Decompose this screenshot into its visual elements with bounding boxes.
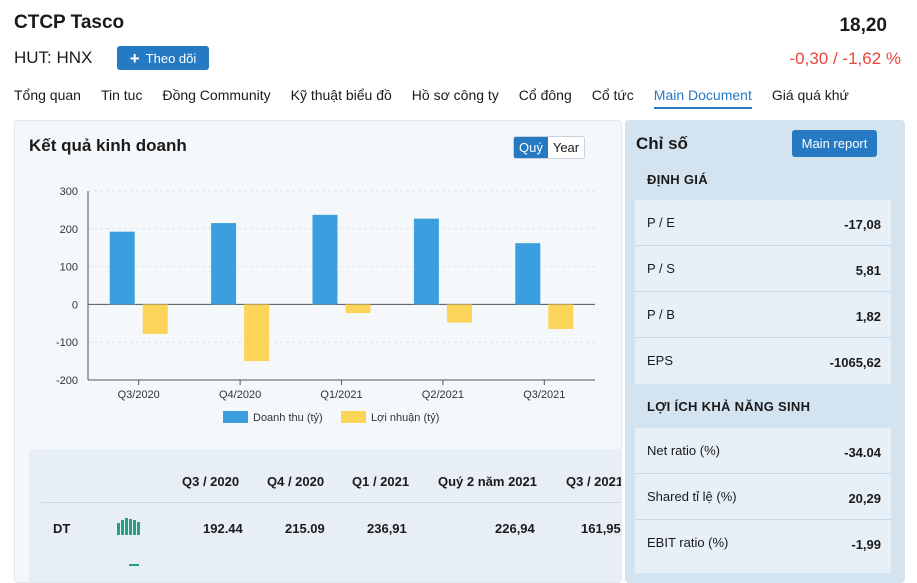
tab-dividends[interactable]: Cổ tức <box>591 87 634 103</box>
ticker-symbol: HUT: HNX <box>14 48 93 67</box>
follow-button-label: Theo dõi <box>145 50 197 66</box>
x-tick-label: Q2/2021 <box>422 389 464 401</box>
metric-label: Net ratio (%) <box>647 443 720 458</box>
metric-label: P / E <box>647 215 675 230</box>
tab-overview[interactable]: Tổng quan <box>14 87 81 103</box>
tab-price-history[interactable]: Giá quá khứ <box>771 87 849 103</box>
table-cell: 215.09 <box>285 521 325 536</box>
tab-technical-chart[interactable]: Kỹ thuật biểu đồ <box>290 87 392 103</box>
y-tick-label: -100 <box>56 337 78 349</box>
tab-main-document[interactable]: Main Document <box>653 87 752 109</box>
business-results-panel: Kết quả kinh doanh Quý Year 300 200 100 0 -1… <box>14 120 622 583</box>
revenue-bar <box>515 243 541 305</box>
plus-icon: + <box>129 48 140 68</box>
metric-label: EBIT ratio (%) <box>647 535 729 550</box>
x-tick-label: Q1/2021 <box>320 389 362 401</box>
metric-label: P / B <box>647 307 675 322</box>
table-cell: 192.44 <box>203 521 243 536</box>
toggle-quarter[interactable]: Quý <box>514 137 548 158</box>
x-tick-label: Q3/2021 <box>523 389 565 401</box>
metric-value: -34.04 <box>844 445 881 460</box>
metric-value: 20,29 <box>848 491 881 506</box>
legend-label: Doanh thu (tỷ) <box>253 412 323 424</box>
legend-swatch-revenue <box>223 411 248 423</box>
row-label: DT <box>53 521 71 536</box>
follow-button[interactable]: + Theo dõi <box>117 46 209 70</box>
profit-bar <box>142 304 168 334</box>
table-cell: 236,91 <box>367 521 407 536</box>
revenue-bar <box>413 218 439 305</box>
table-header: Q3 / 2020 <box>182 474 240 489</box>
metric-label: P / S <box>647 261 675 276</box>
metric-row: EBIT ratio (%) -1,99 <box>635 520 891 566</box>
company-name: CTCP Tasco <box>14 12 125 33</box>
metric-row: EPS -1065,62 <box>635 338 891 384</box>
profitability-heading: LỢI ÍCH KHẢ NĂNG SINH <box>647 399 811 414</box>
metric-row: P / B 1,82 <box>635 292 891 338</box>
metric-row: Shared tỉ lệ (%) 20,29 <box>635 474 891 520</box>
table-header: Q4 / 2020 <box>267 474 325 489</box>
metric-value: 5,81 <box>855 263 881 278</box>
table-header: Quý 2 năm 2021 <box>438 474 537 489</box>
table-divider <box>41 502 621 503</box>
x-tick-label: Q3/2020 <box>118 389 160 401</box>
tab-company-profile[interactable]: Hồ sơ công ty <box>411 87 499 103</box>
metric-value: -1,99 <box>851 537 881 552</box>
metric-value: 1,82 <box>855 309 881 324</box>
profit-bar <box>548 304 574 329</box>
table-header: Q3 / 2021 <box>566 474 622 489</box>
metric-label: EPS <box>647 353 674 368</box>
stock-price: 18,20 <box>839 15 887 36</box>
metric-value: -1065,62 <box>829 355 881 370</box>
table-cell: 226,94 <box>495 521 535 536</box>
tab-shareholders[interactable]: Cổ đông <box>518 87 572 103</box>
tab-community[interactable]: Đồng Community <box>162 87 271 103</box>
nav-tabs: Tổng quan Tin tuc Đồng Community Kỹ thuậ… <box>14 87 869 109</box>
profitability-box <box>635 428 891 573</box>
revenue-bar <box>312 214 338 305</box>
x-tick-label: Q4/2020 <box>219 389 261 401</box>
sparkline-icon <box>129 564 139 566</box>
price-change: -0,30 / -1,62 % <box>789 49 901 68</box>
table-cell: 161,95 <box>581 521 621 536</box>
metric-value: -17,08 <box>844 217 881 232</box>
y-tick-label: 200 <box>60 224 78 236</box>
profit-bar <box>345 304 371 314</box>
panel-title: Kết quả kinh doanh <box>29 136 187 155</box>
valuation-heading: ĐỊNH GIÁ <box>647 172 708 187</box>
revenue-bar <box>109 231 135 305</box>
legend-label: Lợi nhuận (tỷ) <box>371 412 439 424</box>
profit-bar <box>446 304 472 323</box>
y-tick-label: -200 <box>56 375 78 387</box>
y-tick-label: 300 <box>60 186 78 198</box>
indicators-title: Chỉ số <box>636 134 688 153</box>
metric-row: P / S 5,81 <box>635 246 891 292</box>
y-tick-label: 0 <box>72 299 78 311</box>
y-tick-label: 100 <box>60 262 78 274</box>
metric-row: P / E -17,08 <box>635 200 891 246</box>
tab-news[interactable]: Tin tuc <box>100 87 143 103</box>
period-toggle: Quý Year <box>513 136 586 159</box>
profit-bar <box>244 304 270 362</box>
indicators-panel: Chỉ số Main report ĐỊNH GIÁ P / E -17,08… <box>625 120 905 583</box>
table-header: Q1 / 2021 <box>352 474 410 489</box>
financial-table: Q3 / 2020 Q4 / 2020 Q1 / 2021 Quý 2 năm … <box>29 449 622 582</box>
main-report-button[interactable]: Main report <box>792 130 877 157</box>
revenue-bar <box>211 223 237 305</box>
metric-label: Shared tỉ lệ (%) <box>647 489 737 504</box>
business-results-chart: 300 200 100 0 -100 -200 Q3/2020 Q4/2020 Q1/2021 Q… <box>56 186 595 424</box>
toggle-year[interactable]: Year <box>552 140 580 155</box>
sparkline-icon[interactable] <box>117 517 140 535</box>
valuation-box <box>635 200 891 384</box>
legend-swatch-profit <box>341 411 366 423</box>
metric-row: Net ratio (%) -34.04 <box>635 428 891 474</box>
